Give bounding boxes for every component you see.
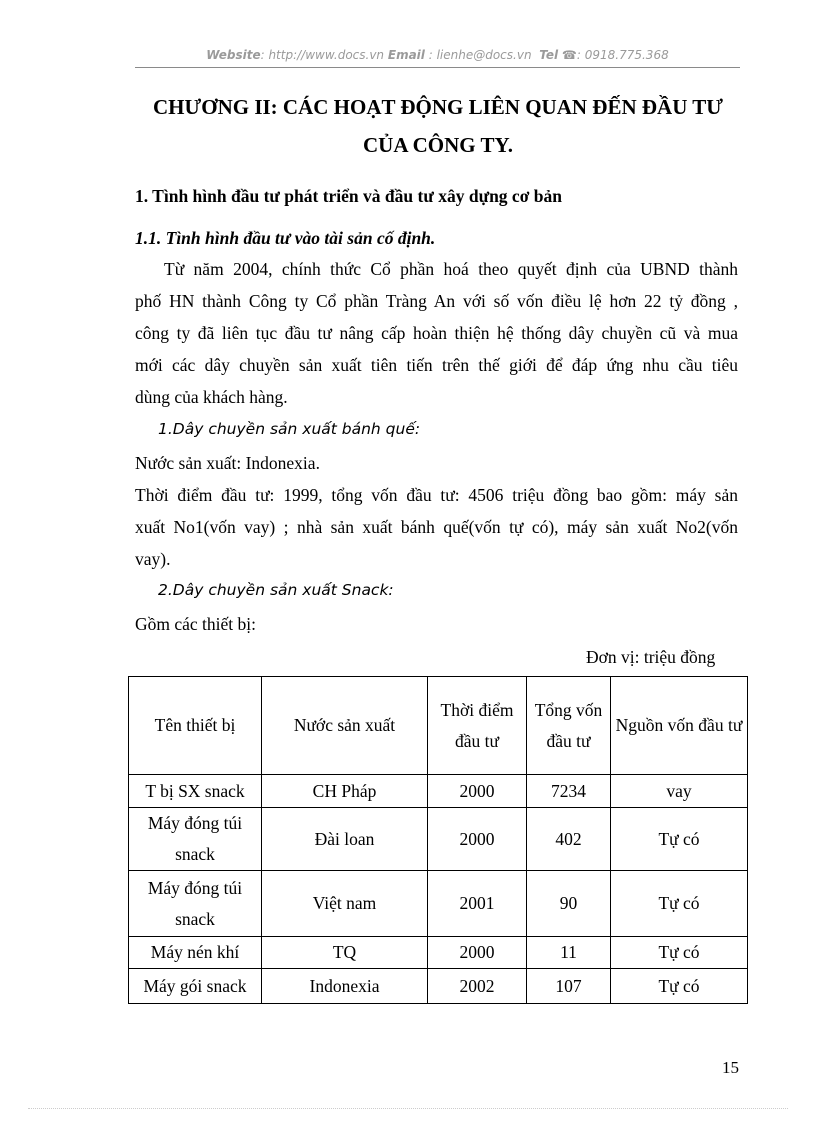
cell: Đài loan bbox=[261, 807, 428, 871]
item2-title: 2.Dây chuyền sản xuất Snack: bbox=[158, 581, 394, 599]
cell: Indonexia bbox=[261, 968, 428, 1004]
table-header-row: Tên thiết bị Nước sản xuất Thời điểm đầu… bbox=[128, 676, 748, 775]
email-address: : lienhe@docs.vn bbox=[424, 48, 532, 62]
email-label: Email bbox=[387, 48, 425, 62]
cell: Tự có bbox=[610, 807, 748, 871]
unit-note: Đơn vị: triệu đồng bbox=[586, 647, 716, 667]
paragraph-line: mới các dây chuyền sản xuất tiên tiến tr… bbox=[135, 355, 738, 375]
cell: Tự có bbox=[610, 968, 748, 1004]
cell: Tự có bbox=[610, 936, 748, 969]
tel-label: Tel bbox=[539, 48, 559, 62]
cell: 107 bbox=[526, 968, 611, 1004]
cell: 2000 bbox=[427, 807, 527, 871]
website-url: : http://www.docs.vn bbox=[260, 48, 385, 62]
table-row: Máy đóng túi snack Đài loan 2000 402 Tự có bbox=[128, 807, 748, 871]
table-row: Máy gói snack Indonexia 2002 107 Tự có bbox=[128, 968, 748, 1004]
cell: T bị SX snack bbox=[128, 774, 262, 808]
header-cell: Nước sản xuất bbox=[261, 676, 428, 775]
chapter-title-line1: CHƯƠNG II: CÁC HOẠT ĐỘNG LIÊN QUAN ĐẾN Đ… bbox=[153, 95, 723, 119]
cell: 2002 bbox=[427, 968, 527, 1004]
paragraph-line: công ty đã liên tục đầu tư nâng cấp hoàn… bbox=[135, 323, 738, 343]
header-divider bbox=[135, 67, 740, 68]
section-heading: 1. Tình hình đầu tư phát triển và đầu tư… bbox=[135, 186, 562, 206]
table-row: Máy nén khí TQ 2000 11 Tự có bbox=[128, 936, 748, 969]
item2-intro: Gồm các thiết bị: bbox=[135, 614, 257, 634]
cell: Việt nam bbox=[261, 870, 428, 937]
cell: 11 bbox=[526, 936, 611, 969]
paragraph-line: Từ năm 2004, chính thức Cổ phần hoá theo… bbox=[164, 259, 738, 279]
cell: Máy nén khí bbox=[128, 936, 262, 969]
cell: TQ bbox=[261, 936, 428, 969]
page-footer-divider bbox=[28, 1108, 788, 1109]
phone-icon: ☎ bbox=[561, 48, 577, 62]
item1-line: Thời điểm đầu tư: 1999, tổng vốn đầu tư:… bbox=[135, 485, 738, 505]
header-cell: Thời điểm đầu tư bbox=[427, 676, 527, 775]
header-cell: Tổng vốn đầu tư bbox=[526, 676, 611, 775]
website-label: Website bbox=[206, 48, 261, 62]
table-row: T bị SX snack CH Pháp 2000 7234 vay bbox=[128, 774, 748, 808]
item1-line: vay). bbox=[135, 549, 171, 569]
item1-origin: Nước sản xuất: Indonexia. bbox=[135, 453, 320, 473]
cell: Máy gói snack bbox=[128, 968, 262, 1004]
cell: CH Pháp bbox=[261, 774, 428, 808]
cell: 90 bbox=[526, 870, 611, 937]
item1-line: xuất No1(vốn vay) ; nhà sản xuất bánh qu… bbox=[135, 517, 738, 537]
cell: Tự có bbox=[610, 870, 748, 937]
cell: 2000 bbox=[427, 936, 527, 969]
cell: 2000 bbox=[427, 774, 527, 808]
paragraph-line: dùng của khách hàng. bbox=[135, 387, 288, 407]
page-number: 15 bbox=[722, 1058, 739, 1077]
subsection-heading: 1.1. Tình hình đầu tư vào tài sản cố địn… bbox=[135, 228, 436, 248]
header-cell: Tên thiết bị bbox=[128, 676, 262, 775]
table-row: Máy đóng túi snack Việt nam 2001 90 Tự có bbox=[128, 870, 748, 937]
item1-title: 1.Dây chuyền sản xuất bánh quế: bbox=[158, 420, 421, 438]
equipment-table: Tên thiết bị Nước sản xuất Thời điểm đầu… bbox=[128, 676, 748, 1004]
chapter-title-line2: CỦA CÔNG TY. bbox=[363, 133, 513, 157]
page-header: Website: http://www.docs.vn Email : lien… bbox=[135, 48, 740, 62]
tel-number: : 0918.775.368 bbox=[576, 48, 669, 62]
cell: Máy đóng túi snack bbox=[128, 807, 262, 871]
paragraph-line: phố HN thành Công ty Cổ phần Tràng An vớ… bbox=[135, 291, 738, 311]
cell: vay bbox=[610, 774, 748, 808]
cell: 7234 bbox=[526, 774, 611, 808]
cell: Máy đóng túi snack bbox=[128, 870, 262, 937]
cell: 402 bbox=[526, 807, 611, 871]
cell: 2001 bbox=[427, 870, 527, 937]
header-cell: Nguồn vốn đầu tư bbox=[610, 676, 748, 775]
